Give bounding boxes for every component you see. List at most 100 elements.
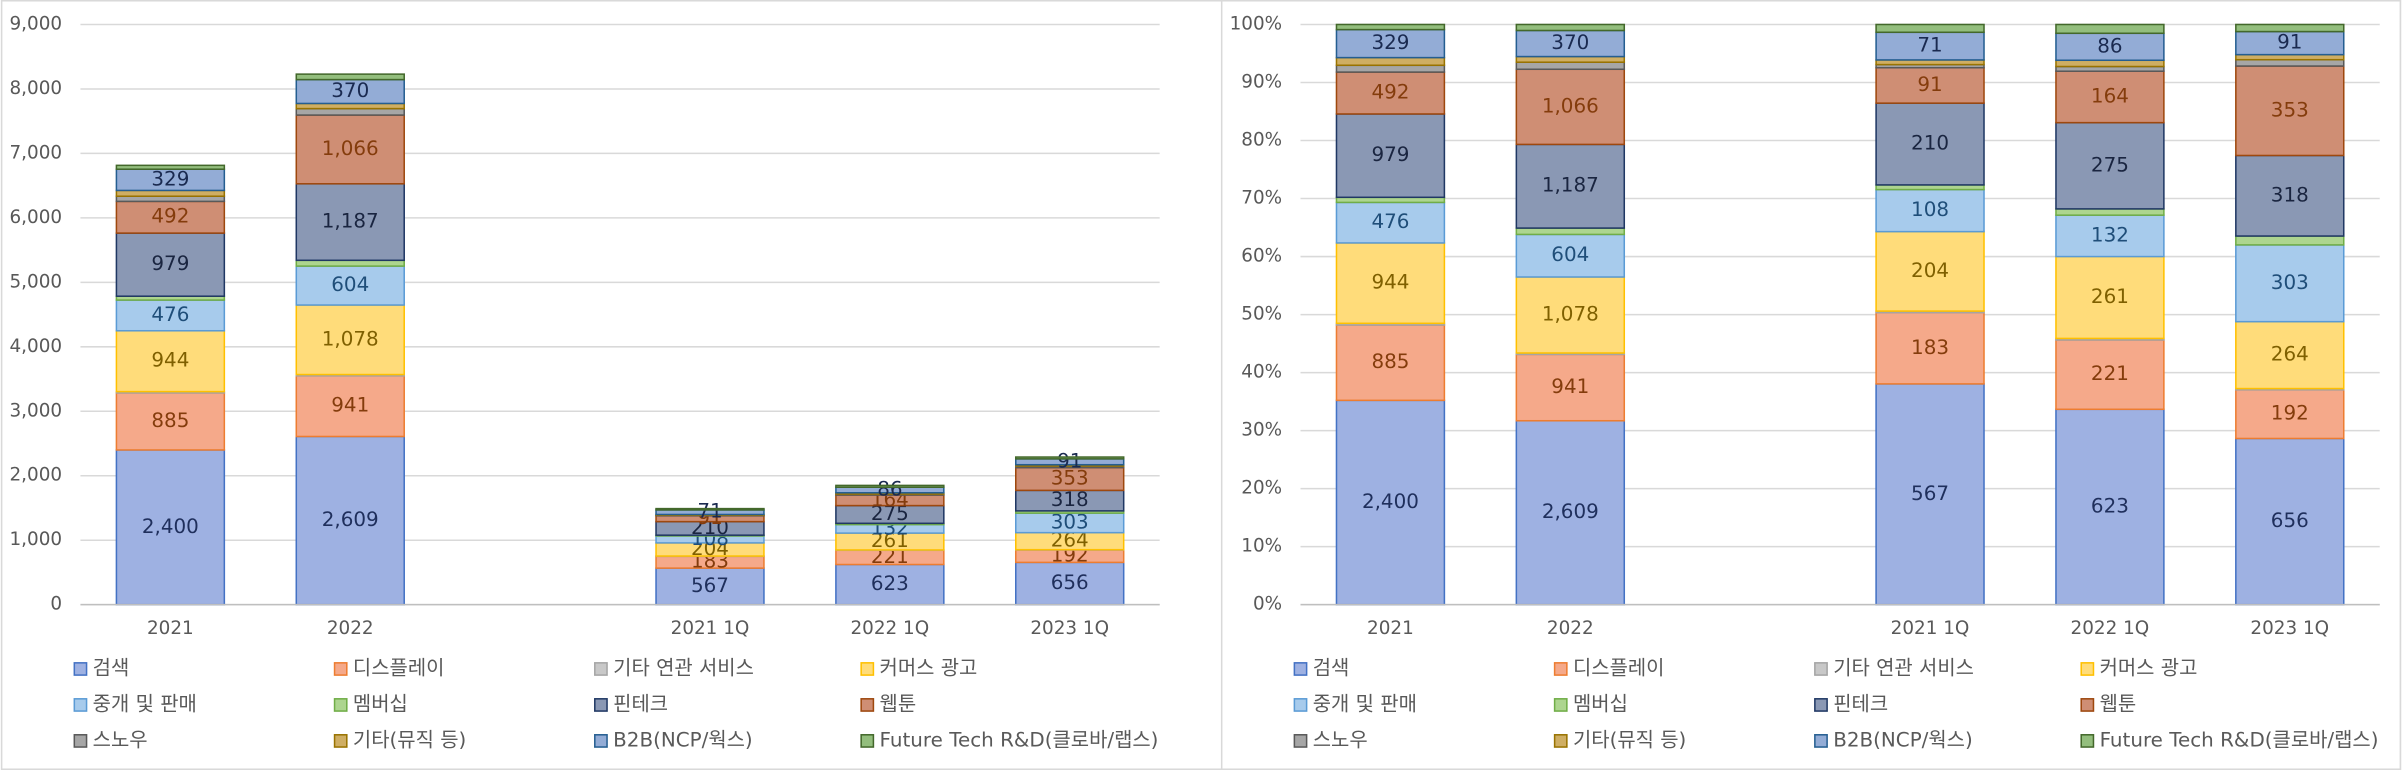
bar-segment — [2055, 214, 2165, 258]
data-label: 1,066 — [322, 137, 379, 160]
bar-segment — [2055, 23, 2165, 35]
bar-segment — [2055, 59, 2165, 68]
data-label: 91 — [1917, 73, 1942, 96]
data-label: 2,400 — [142, 515, 199, 538]
y-tick-label: 3,000 — [10, 400, 63, 421]
bar-segment — [835, 563, 945, 606]
data-label: 623 — [871, 572, 909, 595]
x-tick-label: 2023 1Q — [1030, 618, 1109, 639]
data-label: 71 — [697, 500, 722, 523]
bar-segment — [1335, 28, 1446, 59]
bar-segment — [1015, 456, 1125, 460]
legend-label: B2B(NCP/웍스) — [1833, 728, 1973, 751]
y-tick-label: 1,000 — [10, 529, 63, 550]
legend-swatch — [333, 662, 348, 676]
x-tick-label: 2021 1Q — [671, 618, 750, 639]
y-tick-label: 2,000 — [10, 465, 63, 486]
data-label: 86 — [877, 477, 902, 500]
bar-segment — [295, 265, 405, 306]
x-tick-label: 2022 — [327, 618, 374, 639]
x-tick-label: 2021 — [1367, 618, 1414, 639]
data-label: 204 — [1911, 259, 1949, 282]
data-label: 1,078 — [1542, 303, 1599, 326]
legend-swatch — [333, 734, 348, 748]
data-label: 303 — [1051, 510, 1089, 533]
bar-segment — [115, 164, 226, 170]
bar-segment — [2055, 70, 2165, 124]
data-label: 71 — [1917, 34, 1942, 57]
bar-segment — [2055, 408, 2165, 606]
legend-label: 스노우 — [93, 728, 148, 751]
bar-segment — [1875, 188, 1985, 233]
bar-segment — [2235, 437, 2345, 606]
bar-segment — [1015, 561, 1125, 606]
data-label: 567 — [691, 574, 729, 597]
bar-segment — [835, 484, 945, 488]
bar-segment — [1515, 29, 1626, 58]
data-label: 108 — [1911, 198, 1949, 221]
y-tick-label: 20% — [1241, 478, 1282, 499]
data-label: 221 — [2091, 362, 2129, 385]
bar-segment — [2235, 235, 2345, 246]
data-label: 941 — [1551, 375, 1589, 398]
legend-swatch — [1553, 662, 1568, 676]
bar-segment — [655, 507, 765, 511]
data-label: 2,609 — [322, 508, 379, 531]
bar-segment — [1515, 419, 1626, 606]
bar-segment — [295, 435, 405, 606]
data-label: 86 — [2097, 34, 2122, 57]
bar-segment — [295, 102, 405, 110]
bar-segment — [1515, 68, 1626, 146]
legend-label: 커머스 광고 — [2100, 656, 2198, 679]
legend-swatch — [1293, 734, 1308, 748]
bar-segment — [295, 73, 405, 81]
y-tick-label: 0% — [1253, 594, 1282, 615]
legend-label: 핀테크 — [1833, 692, 1888, 715]
legend-swatch — [860, 734, 875, 748]
bar-segment — [1335, 56, 1446, 67]
legend-label: 기타 연관 서비스 — [1833, 656, 1974, 679]
legend-swatch — [2080, 698, 2095, 712]
x-tick-label: 2022 1Q — [2071, 618, 2150, 639]
data-label: 492 — [1371, 81, 1409, 104]
data-label: 2,609 — [1542, 500, 1599, 523]
legend-label: 웹툰 — [2100, 692, 2137, 715]
legend-swatch — [1293, 698, 1308, 712]
data-label: 261 — [2091, 285, 2129, 308]
data-label: 1,187 — [1542, 174, 1599, 197]
legend-label: 검색 — [93, 656, 130, 679]
legend-label: 디스플레이 — [353, 656, 445, 679]
bar-segment — [2055, 121, 2165, 210]
bar-segment — [115, 449, 226, 606]
y-tick-label: 70% — [1241, 188, 1282, 209]
y-tick-label: 60% — [1241, 246, 1282, 267]
y-tick-label: 100% — [1230, 13, 1283, 34]
y-tick-label: 80% — [1241, 130, 1282, 151]
data-label: 979 — [1371, 143, 1409, 166]
data-label: 275 — [871, 502, 909, 525]
data-label: 567 — [1911, 482, 1949, 505]
data-label: 353 — [1051, 466, 1089, 489]
legend-swatch — [1814, 734, 1828, 748]
bar-segment — [1515, 227, 1626, 236]
legend-swatch — [73, 734, 88, 748]
bar-segment — [115, 189, 226, 197]
data-label: 261 — [871, 529, 909, 552]
data-label: 979 — [151, 252, 189, 275]
y-tick-label: 7,000 — [10, 142, 63, 163]
bar-segment — [1515, 353, 1626, 422]
legend-label: 중개 및 판매 — [93, 692, 197, 715]
data-label: 885 — [1371, 350, 1409, 373]
bar-segment — [115, 232, 226, 297]
data-label: 91 — [2277, 31, 2302, 54]
legend-label: 커머스 광고 — [880, 656, 978, 679]
bar-segment — [1335, 201, 1446, 244]
y-tick-label: 8,000 — [10, 78, 63, 99]
data-label: 329 — [1371, 31, 1409, 54]
legend-label: 기타 연관 서비스 — [613, 656, 754, 679]
bar-segment — [1875, 230, 1985, 312]
bar-segment — [2055, 255, 2165, 340]
bar-segment — [1515, 276, 1626, 354]
y-tick-label: 5,000 — [10, 271, 63, 292]
